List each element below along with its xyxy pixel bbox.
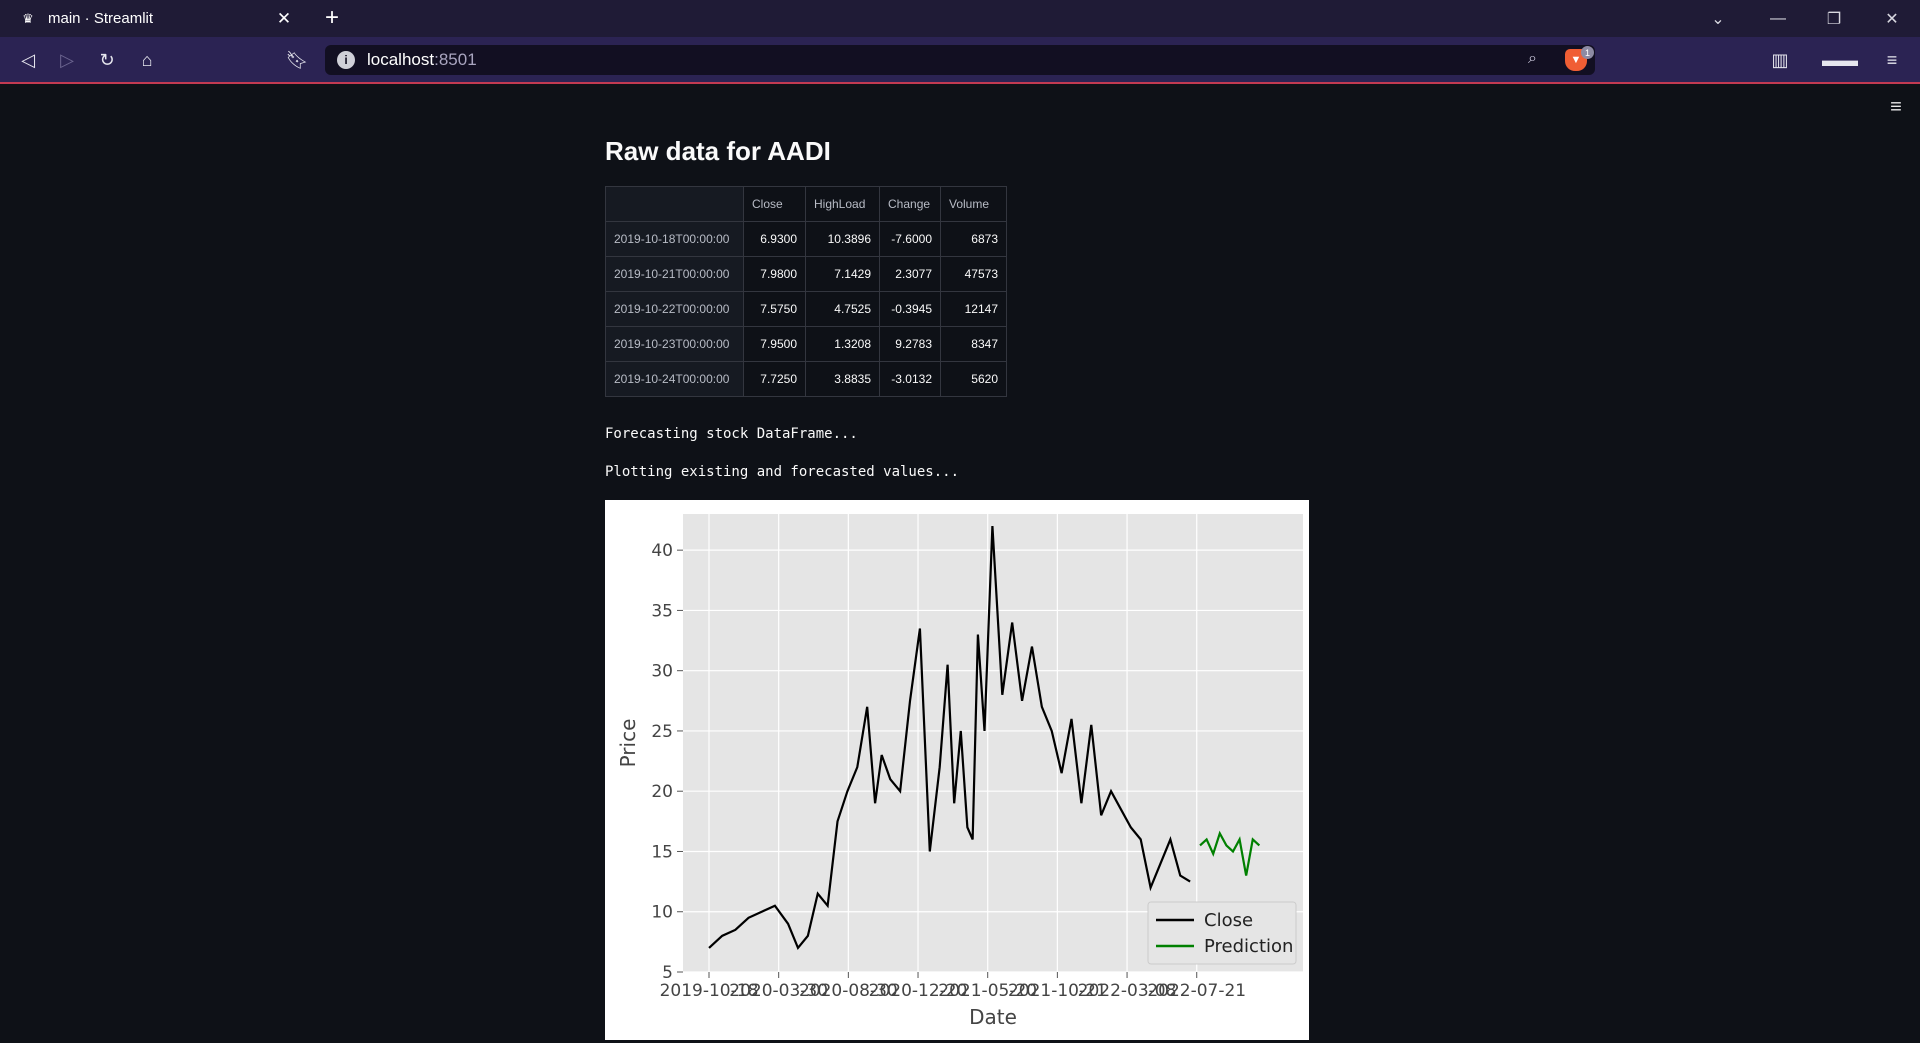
forecast-chart: 5 10 15 20 25 30 35 40 2019-10-18 2020-03-30 2020-…	[605, 500, 1309, 1040]
status-forecasting: Forecasting stock DataFrame...	[605, 426, 858, 442]
table-cell: 3.8835	[805, 361, 880, 397]
table-cell: -3.0132	[879, 361, 941, 397]
browser-tab-bar: ♛ main · Streamlit ✕ + ⌄ — ❐ ✕	[0, 0, 1920, 37]
table-cell: 1.3208	[805, 326, 880, 362]
url-port: :8501	[434, 50, 477, 69]
table-cell: -0.3945	[879, 291, 941, 327]
brave-shield-icon[interactable]: ▼ 1	[1565, 46, 1594, 71]
series-line-prediction	[1199, 830, 1261, 876]
row-index: 2019-10-21T00:00:00	[605, 256, 744, 292]
table-cell: 7.7250	[743, 361, 806, 397]
y-tick-label: 5	[662, 963, 673, 983]
x-tick-label: 2020-12-20	[869, 981, 968, 1001]
table-cell: 6.9300	[743, 221, 806, 257]
new-tab-icon[interactable]: +	[324, 4, 339, 31]
zoom-icon[interactable]: ⌕	[1528, 50, 1537, 67]
table-row: 2019-10-24T00:00:00 7.7250 3.8835 -3.013…	[605, 361, 1007, 397]
y-tick-label: 40	[651, 541, 673, 561]
table-row: 2019-10-22T00:00:00 7.5750 4.7525 -0.394…	[605, 291, 1007, 327]
browser-toolbar: ◁ ▷ ↻ ⌂ 🔖︎ i localhost :8501 ⌕ ▼ 1 ▥ ▬▬ ≡	[0, 37, 1920, 84]
table-cell: 2.3077	[879, 256, 941, 292]
table-cell: 7.1429	[805, 256, 880, 292]
chart-svg: 5101520253035402019-10-182020-03-302020-…	[616, 514, 1303, 1029]
table-cell: 4.7525	[805, 291, 880, 327]
table-cell: 9.2783	[879, 326, 941, 362]
column-header[interactable]: Close	[743, 186, 806, 222]
column-header[interactable]: Change	[879, 186, 941, 222]
series-line-close	[708, 525, 1191, 951]
sidebar-toggle-icon[interactable]: ▥	[1771, 49, 1789, 70]
vpn-icon[interactable]: ▬▬	[1822, 49, 1858, 70]
y-tick-label: 30	[651, 662, 673, 682]
table-header-row: Close HighLoad Change Volume	[605, 186, 1007, 222]
plot-area	[683, 514, 1303, 972]
browser-menu-icon[interactable]: ≡	[1886, 49, 1898, 70]
home-icon[interactable]: ⌂	[141, 49, 153, 70]
window-close-icon[interactable]: ✕	[1885, 10, 1899, 28]
streamlit-crown-icon: ♛	[22, 10, 34, 26]
legend-label-close: Close	[1204, 910, 1253, 931]
tab-list-chevron-icon[interactable]: ⌄	[1711, 10, 1725, 28]
x-tick-label: 2020-03-30	[729, 981, 828, 1001]
legend-box	[1147, 901, 1297, 965]
table-cell: 10.3896	[805, 221, 880, 257]
row-index: 2019-10-18T00:00:00	[605, 221, 744, 257]
address-bar[interactable]: i localhost :8501 ⌕ ▼ 1	[325, 45, 1595, 75]
status-plotting: Plotting existing and forecasted values.…	[605, 464, 960, 480]
reload-icon[interactable]: ↻	[99, 49, 115, 70]
row-index: 2019-10-24T00:00:00	[605, 361, 744, 397]
shield-count-badge: 1	[1581, 46, 1594, 59]
restore-icon[interactable]: ❐	[1826, 10, 1842, 28]
tab-title: main · Streamlit	[48, 10, 154, 27]
x-tick-label: 2019-10-18	[660, 981, 759, 1001]
x-axis-label: Date	[969, 1005, 1017, 1029]
streamlit-page: ≡ Raw data for AADI Close HighLoad Chang…	[0, 86, 1920, 1043]
bookmark-icon[interactable]: 🔖︎	[285, 49, 309, 70]
y-tick-label: 15	[651, 842, 673, 862]
x-tick-label: 2021-10-21	[1008, 981, 1107, 1001]
y-axis-label: Price	[616, 719, 640, 768]
browser-tab[interactable]: ♛ main · Streamlit ✕	[4, 0, 304, 37]
dataframe-table: Close HighLoad Change Volume 2019-10-18T…	[605, 186, 1007, 397]
x-tick-label: 2021-05-20	[938, 981, 1037, 1001]
minimize-icon[interactable]: —	[1770, 9, 1786, 27]
y-tick-label: 10	[651, 903, 673, 923]
table-cell: 6873	[940, 221, 1007, 257]
y-tick-label: 25	[651, 722, 673, 742]
table-cell: 47573	[940, 256, 1007, 292]
back-icon[interactable]: ◁	[21, 49, 35, 70]
y-tick-label: 20	[651, 782, 673, 802]
column-header[interactable]: Volume	[940, 186, 1007, 222]
url-host: localhost	[367, 50, 435, 69]
table-row: 2019-10-18T00:00:00 6.9300 10.3896 -7.60…	[605, 221, 1007, 257]
row-index: 2019-10-23T00:00:00	[605, 326, 744, 362]
table-cell: 12147	[940, 291, 1007, 327]
forward-icon[interactable]: ▷	[60, 49, 74, 70]
table-cell: 7.5750	[743, 291, 806, 327]
x-tick-label: 2022-03-08	[1078, 981, 1177, 1001]
column-header[interactable]	[605, 186, 744, 222]
y-tick-label: 35	[651, 601, 673, 621]
x-tick-label: 2022-07-21	[1147, 981, 1246, 1001]
table-row: 2019-10-21T00:00:00 7.9800 7.1429 2.3077…	[605, 256, 1007, 292]
table-cell: -7.6000	[879, 221, 941, 257]
table-cell: 5620	[940, 361, 1007, 397]
table-cell: 7.9800	[743, 256, 806, 292]
page-title: Raw data for AADI	[605, 136, 831, 166]
site-info-icon[interactable]: i	[337, 51, 355, 69]
table-cell: 7.9500	[743, 326, 806, 362]
column-header[interactable]: HighLoad	[805, 186, 880, 222]
hamburger-menu-icon[interactable]: ≡	[1890, 95, 1902, 118]
x-tick-label: 2020-08-30	[799, 981, 898, 1001]
legend-label-prediction: Prediction	[1204, 936, 1293, 957]
table-cell: 8347	[940, 326, 1007, 362]
close-tab-icon[interactable]: ✕	[276, 8, 292, 28]
row-index: 2019-10-22T00:00:00	[605, 291, 744, 327]
table-row: 2019-10-23T00:00:00 7.9500 1.3208 9.2783…	[605, 326, 1007, 362]
